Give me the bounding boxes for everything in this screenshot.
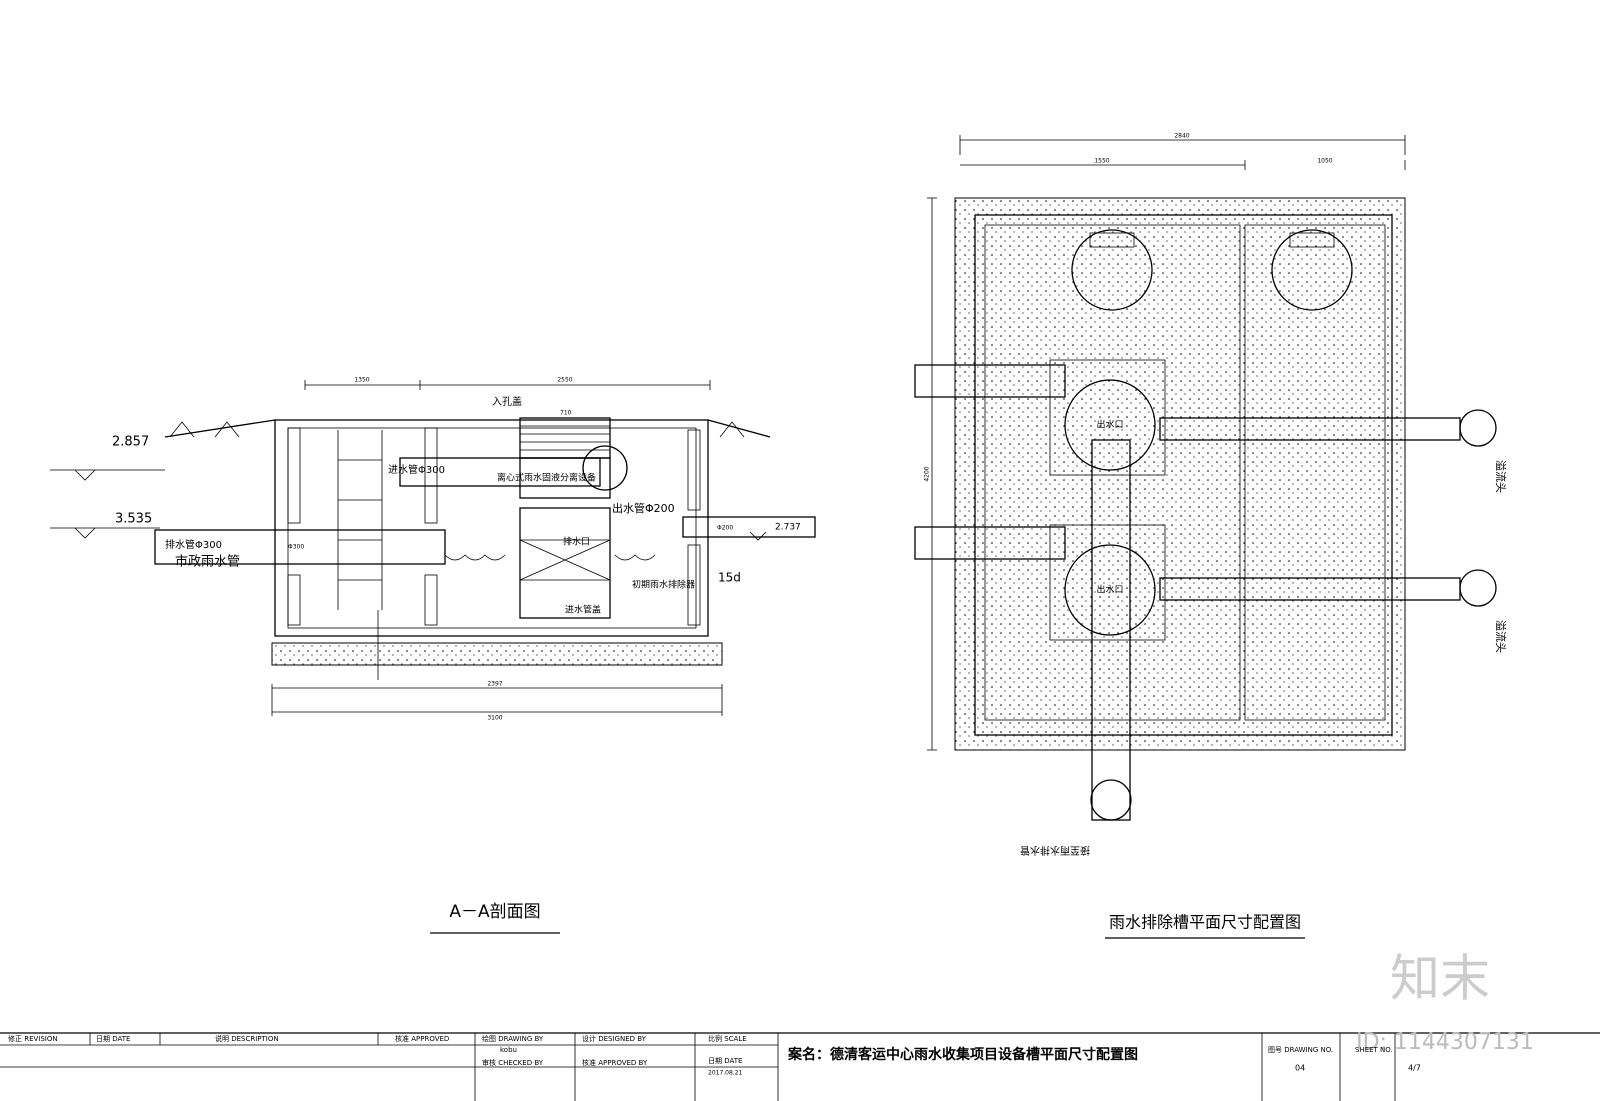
tb-label: 核准 APPROVED BY [582,1058,648,1067]
dimension: 2840 [1174,133,1189,140]
view-title: A－A剖面图 [449,902,540,922]
project-title: 案名：德清客运中心雨水收集项目设备槽平面尺寸配置图 [787,1046,1138,1063]
dimension: 710 [560,410,572,417]
tb-label: 审核 CHECKED BY [482,1058,544,1067]
label: 溢流头 [1494,620,1508,653]
level: 2.737 [775,523,801,533]
dimension: 3100 [487,715,502,722]
level: 3.535 [115,512,152,527]
label: 市政雨水管 [175,554,240,570]
tb-label: 修正 REVISION [8,1034,58,1043]
label: 出水口 [1096,584,1123,596]
section-view [50,380,816,716]
tb-label: 日期 DATE [708,1057,742,1065]
label: 排水口 [563,536,590,548]
label: 15d [718,571,741,585]
tb-label: 比例 SCALE [708,1034,747,1043]
watermark-logo: 知末 [1390,950,1490,1008]
label: 进水管盖 [565,604,601,616]
tb-value: kobu [500,1046,517,1054]
dimension: Φ200 [717,525,733,532]
tb-label: 核准 APPROVED [395,1034,449,1043]
title-block [0,1032,1600,1101]
tb-label: 图号 DRAWING NO. [1268,1046,1333,1054]
dimension: Φ300 [288,544,304,551]
label: 出水管Φ200 [612,501,675,515]
dimension: 4200 [924,466,931,481]
level: 2.857 [112,435,149,450]
dimension: 2397 [487,681,502,688]
tb-value: 2017.08.21 [708,1070,743,1077]
label: 出水口 [1096,419,1123,431]
plan-view [914,135,1497,821]
tb-label: 说明 DESCRIPTION [215,1034,279,1043]
dimension: 1350 [354,377,369,384]
label: 入孔盖 [492,395,522,408]
label: 溢流头 [1494,460,1508,493]
tb-label: SHEET NO. [1355,1046,1393,1054]
label: 初期雨水排除器 [632,579,695,591]
dimension: 1550 [1094,158,1109,165]
dimension: 2550 [557,377,572,384]
label: 接至雨水排水管 [1020,844,1090,857]
view-title: 雨水排除槽平面尺寸配置图 [1109,913,1301,932]
tb-label: 绘图 DRAWING BY [482,1034,544,1043]
label: 进水管Φ300 [388,463,445,476]
dimension: 1050 [1317,158,1332,165]
tb-label: 日期 DATE [96,1035,130,1043]
tb-value: 4/7 [1408,1064,1421,1073]
tb-value: 04 [1295,1064,1305,1073]
label: 离心式雨水固液分离设备 [497,472,596,484]
tb-label: 设计 DESIGNED BY [582,1034,647,1043]
label: 排水管Φ300 [165,538,222,551]
watermark-id: ID: 1144307131 [1356,1030,1534,1055]
